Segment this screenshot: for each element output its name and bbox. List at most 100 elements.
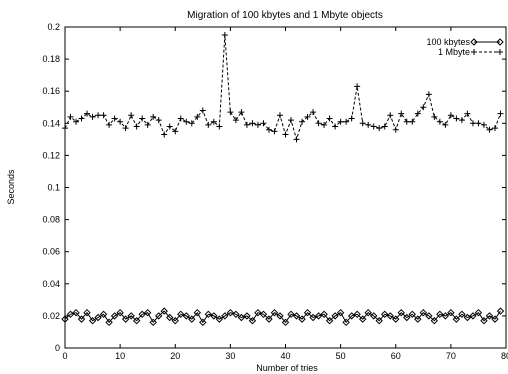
data-point <box>442 121 449 128</box>
data-point <box>292 312 301 320</box>
data-point <box>337 118 344 125</box>
data-point <box>320 310 328 319</box>
data-point <box>425 91 432 98</box>
data-point <box>117 118 124 125</box>
data-point <box>414 110 421 117</box>
data-point <box>365 121 372 128</box>
data-point <box>99 310 108 319</box>
legend-marker <box>496 38 504 46</box>
data-point <box>89 113 96 120</box>
data-point <box>210 312 218 320</box>
data-point <box>420 104 427 111</box>
x-axis-label: Number of tries <box>256 363 318 373</box>
data-point <box>387 112 394 119</box>
data-point <box>259 310 268 319</box>
data-point <box>480 121 487 128</box>
data-point <box>458 310 466 319</box>
data-point <box>276 312 284 320</box>
data-point <box>364 308 372 317</box>
data-point <box>376 125 383 132</box>
data-point <box>436 310 444 319</box>
series-layer <box>61 32 505 327</box>
data-point <box>496 307 505 315</box>
data-point <box>166 123 173 130</box>
y-tick-label: 0.08 <box>42 215 60 225</box>
data-point <box>238 109 245 116</box>
y-tick-label: 0.1 <box>47 183 60 193</box>
chart-title: Migration of 100 kbytes and 1 Mbyte obje… <box>187 10 383 21</box>
data-point <box>392 315 400 323</box>
y-tick-label: 0.12 <box>42 150 60 160</box>
y-axis: 0 0.02 0.04 0.06 0.08 0.1 0.12 0.14 0.16 0.18 0.2 <box>42 22 506 353</box>
data-point <box>288 117 295 124</box>
data-point <box>486 126 493 133</box>
data-point <box>177 310 185 319</box>
data-point <box>105 318 113 327</box>
data-point <box>94 313 102 322</box>
data-point <box>281 318 290 327</box>
y-tick-label: 0.06 <box>42 247 60 257</box>
data-point <box>78 115 85 122</box>
data-point <box>62 125 68 132</box>
y-tick-label: 0.2 <box>47 22 60 32</box>
data-point <box>359 120 366 127</box>
data-point <box>381 123 388 130</box>
x-tick-label: 70 <box>446 351 456 361</box>
data-point <box>298 315 306 323</box>
data-point <box>325 317 334 325</box>
data-point <box>216 123 223 130</box>
legend-label: 1 Mbyte <box>438 47 470 57</box>
legend-marker <box>497 49 503 55</box>
x-tick-label: 30 <box>225 351 235 361</box>
data-point <box>166 313 174 322</box>
x-tick-label: 80 <box>501 351 508 361</box>
series-line <box>64 310 501 324</box>
data-point <box>215 315 224 323</box>
data-point <box>276 112 283 119</box>
data-point <box>475 120 482 127</box>
data-point <box>474 308 483 317</box>
data-point <box>425 312 433 320</box>
x-axis: 0 10 20 30 40 50 60 70 80 <box>62 27 508 361</box>
data-point <box>73 118 80 125</box>
data-point <box>409 118 416 125</box>
data-point <box>84 110 91 117</box>
data-point <box>226 308 235 317</box>
data-point <box>430 317 439 325</box>
data-point <box>293 136 300 143</box>
data-point <box>248 317 257 325</box>
data-point <box>453 115 460 122</box>
data-point <box>353 310 361 319</box>
data-point <box>161 131 168 138</box>
x-tick-label: 20 <box>170 351 180 361</box>
y-tick-label: 0 <box>55 343 60 353</box>
plot-frame <box>64 26 507 349</box>
series-100-kbytes <box>61 307 505 327</box>
data-point <box>132 317 141 325</box>
series-line <box>64 34 501 142</box>
data-point <box>232 310 240 319</box>
data-point <box>314 312 323 320</box>
data-point <box>144 121 151 128</box>
data-point <box>265 315 273 323</box>
data-point <box>310 109 317 116</box>
data-point <box>254 121 261 128</box>
data-point <box>182 312 190 320</box>
data-point <box>121 315 130 323</box>
data-point <box>386 312 394 320</box>
data-point <box>194 113 201 120</box>
y-tick-label: 0.14 <box>42 118 60 128</box>
data-point <box>188 120 195 127</box>
data-point <box>232 117 239 124</box>
data-point <box>193 308 202 317</box>
data-point <box>332 123 339 130</box>
data-point <box>133 123 140 130</box>
data-point <box>149 318 157 327</box>
data-point <box>160 307 168 315</box>
data-point <box>414 315 422 323</box>
data-point <box>139 115 146 122</box>
data-point <box>342 318 350 327</box>
data-point <box>469 120 476 127</box>
y-tick-label: 0.16 <box>42 86 60 96</box>
